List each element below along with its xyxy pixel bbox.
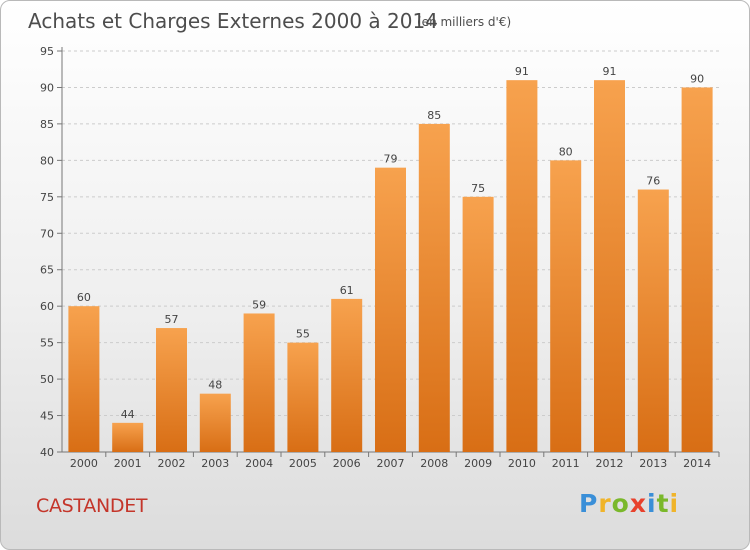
logo-letter: P	[579, 489, 599, 518]
x-tick-label: 2002	[158, 457, 186, 470]
commune-name: CASTANDET	[36, 495, 148, 517]
y-tick-label: 70	[40, 227, 54, 240]
y-tick-label: 85	[40, 118, 54, 131]
bar-2007	[375, 167, 406, 452]
logo-letter: t	[656, 489, 670, 518]
data-label-2013: 76	[646, 175, 660, 188]
bar-2010	[506, 80, 538, 452]
bar-2001	[112, 422, 144, 452]
logo-letter: x	[629, 489, 647, 518]
bars	[68, 80, 713, 453]
y-tick-label: 60	[40, 300, 54, 313]
chart-title: Achats et Charges Externes 2000 à 2014	[28, 9, 438, 33]
bar-2000	[68, 306, 100, 452]
data-label-2003: 48	[208, 379, 222, 392]
data-labels: 60 44 57 48 59 55 61 79 85 75 91 80 91 76 90	[77, 65, 704, 421]
y-tick-label: 40	[40, 446, 54, 459]
y-tick-label: 65	[40, 264, 54, 277]
data-label-2001: 44	[121, 408, 135, 421]
data-label-2010: 91	[515, 65, 529, 78]
bar-2008	[418, 123, 450, 452]
x-tick-label: 2013	[639, 457, 667, 470]
data-label-2000: 60	[77, 291, 91, 304]
x-tick-label: 2014	[683, 457, 711, 470]
x-tick-label: 2001	[114, 457, 142, 470]
y-tick-label: 80	[40, 154, 54, 167]
data-label-2009: 75	[471, 182, 485, 195]
y-tick-label: 90	[40, 81, 54, 94]
bar-2012	[594, 80, 625, 452]
data-label-2005: 55	[296, 328, 310, 341]
bar-2005	[287, 342, 319, 452]
data-label-2006: 61	[340, 284, 354, 297]
chart-subtitle: (en milliers d'€)	[417, 15, 511, 29]
data-label-2002: 57	[165, 313, 179, 326]
bar-2014	[681, 87, 713, 453]
x-tick-label: 2005	[289, 457, 317, 470]
bar-2003	[199, 393, 231, 452]
x-tick-label: 2012	[596, 457, 624, 470]
data-label-2004: 59	[252, 298, 266, 311]
bar-2013	[637, 189, 669, 452]
proxiti-logo: Proxiti	[579, 489, 679, 518]
data-label-2014: 90	[690, 72, 704, 85]
logo-letter: o	[611, 489, 630, 518]
y-tick-label: 50	[40, 373, 54, 386]
x-tick-label: 2003	[201, 457, 229, 470]
y-tick-label: 45	[40, 410, 54, 423]
logo-letter: i	[647, 489, 657, 518]
y-tick-label: 95	[40, 45, 54, 58]
x-tick-label: 2006	[333, 457, 361, 470]
bar-2011	[550, 160, 582, 452]
x-tick-label: 2009	[464, 457, 492, 470]
x-tick-label: 2007	[377, 457, 405, 470]
data-label-2008: 85	[427, 109, 441, 122]
y-tick-label: 75	[40, 191, 54, 204]
data-label-2007: 79	[384, 153, 398, 166]
bar-2006	[331, 298, 363, 452]
bar-2002	[156, 328, 187, 452]
data-label-2011: 80	[559, 145, 573, 158]
x-tick-label: 2010	[508, 457, 536, 470]
x-tick-label: 2008	[420, 457, 448, 470]
x-tick-label: 2000	[70, 457, 98, 470]
logo-letter: r	[598, 489, 612, 518]
y-tick-label: 55	[40, 337, 54, 350]
bar-2004	[243, 313, 275, 452]
bar-2009	[462, 196, 494, 452]
logo-letter: i	[669, 489, 680, 518]
x-tick-label: 2004	[245, 457, 273, 470]
x-tick-label: 2011	[552, 457, 580, 470]
data-label-2012: 91	[603, 65, 617, 78]
